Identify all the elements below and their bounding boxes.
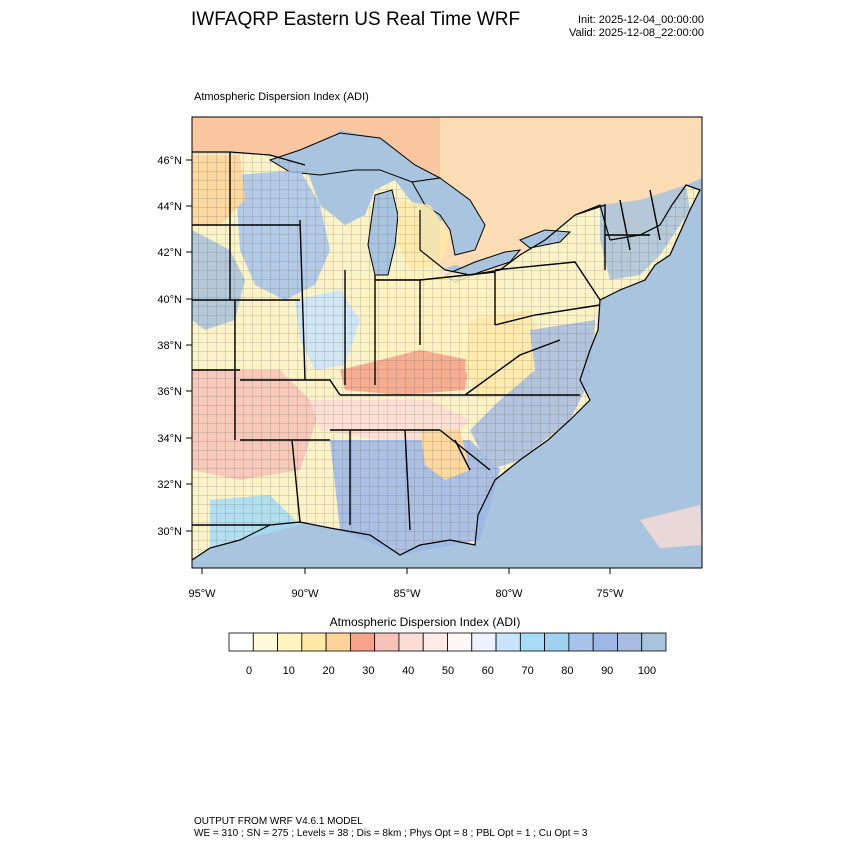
colorbar-swatch	[641, 632, 667, 652]
colorbar-tick-label: 10	[283, 665, 295, 677]
map-plot-area	[192, 117, 702, 568]
colorbar-swatch	[228, 632, 254, 652]
colorbar-swatch	[374, 632, 400, 652]
colorbar-swatch	[519, 632, 546, 652]
colorbar-swatch	[471, 632, 497, 652]
lat-label-46: 46°N	[157, 155, 182, 167]
colorbar: 0 10 20 30 40 50 60 70 80 90 100	[228, 632, 667, 677]
lat-label-30: 30°N	[157, 526, 182, 538]
colorbar-swatch	[544, 632, 570, 652]
valid-time: Valid: 2025-12-08_22:00:00	[569, 27, 704, 39]
lon-label-90: 90°W	[291, 588, 319, 600]
colorbar-tick-label: 30	[362, 665, 374, 677]
coastline	[192, 184, 701, 561]
colorbar-swatch	[495, 632, 521, 652]
init-time: Init: 2025-12-04_00:00:00	[578, 14, 704, 26]
colorbar-swatch	[277, 632, 303, 652]
colorbar-tick-label: 40	[402, 665, 414, 677]
colorbar-tick-label: 0	[246, 665, 252, 677]
colorbar-swatch	[568, 632, 594, 652]
main-title: IWFAQRP Eastern US Real Time WRF	[191, 9, 521, 30]
lon-label-75: 75°W	[596, 588, 624, 600]
colorbar-tick-label: 90	[601, 665, 613, 677]
colorbar-tick-label: 20	[322, 665, 334, 677]
lat-label-44: 44°N	[157, 201, 182, 213]
lon-label-95: 95°W	[188, 588, 216, 600]
lon-label-85: 85°W	[393, 588, 421, 600]
colorbar-tick-label: 60	[482, 665, 494, 677]
lat-label-36: 36°N	[157, 386, 182, 398]
colorbar-swatch	[301, 632, 327, 652]
lon-axis: 95°W 90°W 85°W 80°W 75°W	[188, 568, 624, 600]
colorbar-tick-label: 70	[521, 665, 533, 677]
colorbar-swatch	[398, 632, 424, 652]
colorbar-title: Atmospheric Dispersion Index (ADI)	[329, 615, 521, 629]
offshore-shading	[640, 505, 702, 548]
map-border	[191, 116, 703, 569]
colorbar-swatch	[617, 632, 643, 652]
colorbar-swatch	[422, 632, 448, 652]
map-subtitle: Atmospheric Dispersion Index (ADI)	[194, 91, 369, 103]
county-lines	[192, 152, 700, 560]
colorbar-swatch	[325, 632, 351, 652]
colorbar-tick-label: 50	[442, 665, 454, 677]
lat-axis: 46°N 44°N 42°N 40°N 38°N 36°N 34°N 32°N …	[157, 155, 192, 538]
lat-label-34: 34°N	[157, 433, 182, 445]
lon-label-80: 80°W	[495, 588, 523, 600]
colorbar-tick-label: 80	[561, 665, 573, 677]
lat-label-42: 42°N	[157, 247, 182, 259]
colorbar-swatch	[592, 632, 618, 652]
canada-border	[192, 151, 611, 276]
footer-config-line: WE = 310 ; SN = 275 ; Levels = 38 ; Dis …	[194, 828, 588, 839]
lat-label-32: 32°N	[157, 479, 182, 491]
colorbar-swatch	[349, 632, 376, 652]
colorbar-swatch	[447, 632, 473, 652]
colorbar-tick-label: 100	[638, 665, 656, 677]
lat-label-38: 38°N	[157, 340, 182, 352]
colorbar-swatch	[252, 632, 278, 652]
lat-label-40: 40°N	[157, 294, 182, 306]
footer-model-line: OUTPUT FROM WRF V4.6.1 MODEL	[194, 816, 363, 827]
state-borders	[192, 152, 661, 531]
